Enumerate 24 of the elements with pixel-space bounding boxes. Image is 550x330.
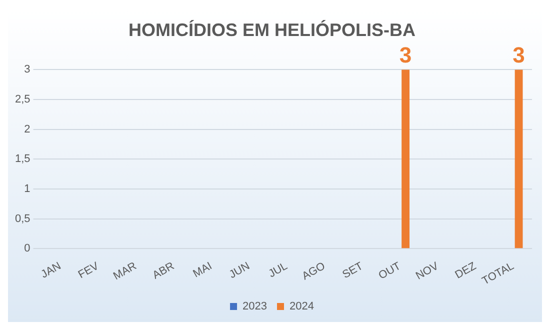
x-tick-label: DEZ [453,260,479,282]
x-tick-label: SET [340,260,366,282]
legend-label: 2023 [242,300,268,313]
x-tick-label: AGO [300,260,328,283]
x-tick-label: JAN [39,260,64,281]
x-tick-label: FEV [76,260,102,282]
y-tick-label: 2,5 [14,93,30,106]
y-tick-label: 1 [24,182,30,195]
chart-title: HOMICÍDIOS EM HELIÓPOLIS-BA [128,20,416,40]
x-tick-label: OUT [376,260,404,282]
y-tick-label: 0 [24,242,30,255]
y-tick-label: 1,5 [14,153,30,166]
data-label: 3 [399,42,412,68]
y-tick-label: 2 [24,123,30,136]
y-tick-label: 3 [24,64,30,76]
x-tick-label: NOV [414,260,442,282]
data-label: 3 [512,42,525,68]
y-tick-label: 0,5 [14,212,30,225]
legend-label: 2024 [290,300,314,313]
x-tick-label: MAI [191,260,214,280]
x-tick-label: ABR [150,260,176,282]
x-tick-label: JUN [227,260,252,282]
x-tick-label: MAR [111,260,139,283]
x-tick-label: JUL [266,260,290,280]
